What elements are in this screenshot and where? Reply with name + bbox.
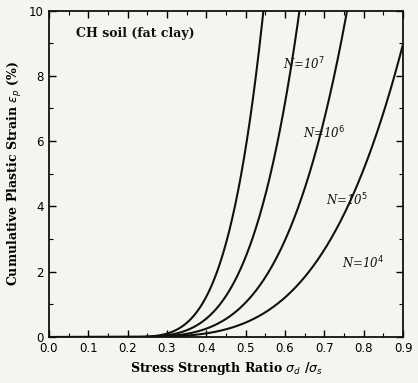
Text: N=10$^4$: N=10$^4$ bbox=[342, 255, 384, 272]
Text: N=10$^6$: N=10$^6$ bbox=[303, 124, 345, 141]
Y-axis label: Cumulative Plastic Strain $\varepsilon_p$ (%): Cumulative Plastic Strain $\varepsilon_p… bbox=[5, 61, 23, 286]
Text: N=10$^5$: N=10$^5$ bbox=[326, 191, 368, 208]
Text: CH soil (fat clay): CH soil (fat clay) bbox=[76, 27, 195, 40]
X-axis label: Stress Strength Ratio $\sigma_d$ /$\sigma_s$: Stress Strength Ratio $\sigma_d$ /$\sigm… bbox=[130, 360, 322, 377]
Text: N=10$^7$: N=10$^7$ bbox=[283, 56, 325, 72]
